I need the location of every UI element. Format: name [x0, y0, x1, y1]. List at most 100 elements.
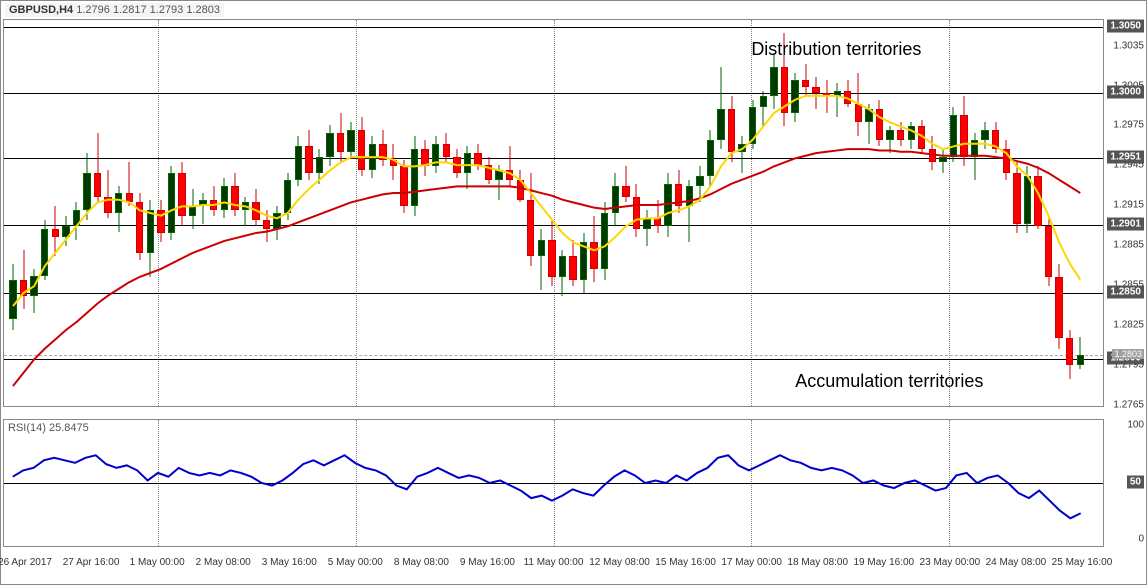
- candle[interactable]: [178, 20, 185, 406]
- candle[interactable]: [136, 20, 143, 406]
- candle[interactable]: [738, 20, 745, 406]
- candle[interactable]: [62, 20, 69, 406]
- candle[interactable]: [590, 20, 597, 406]
- candle[interactable]: [791, 20, 798, 406]
- candle[interactable]: [781, 20, 788, 406]
- candle[interactable]: [643, 20, 650, 406]
- candle[interactable]: [834, 20, 841, 406]
- candle[interactable]: [421, 20, 428, 406]
- candle[interactable]: [770, 20, 777, 406]
- candle[interactable]: [929, 20, 936, 406]
- candle[interactable]: [443, 20, 450, 406]
- candle[interactable]: [696, 20, 703, 406]
- candle[interactable]: [1003, 20, 1010, 406]
- candle[interactable]: [506, 20, 513, 406]
- candle[interactable]: [157, 20, 164, 406]
- candle[interactable]: [855, 20, 862, 406]
- price-chart-area[interactable]: Distribution territoriesAccumulation ter…: [3, 19, 1104, 407]
- candle[interactable]: [453, 20, 460, 406]
- candle[interactable]: [83, 20, 90, 406]
- candle[interactable]: [981, 20, 988, 406]
- candle[interactable]: [41, 20, 48, 406]
- candle[interactable]: [326, 20, 333, 406]
- candle[interactable]: [812, 20, 819, 406]
- candle[interactable]: [20, 20, 27, 406]
- candle[interactable]: [517, 20, 524, 406]
- candle[interactable]: [104, 20, 111, 406]
- candle[interactable]: [52, 20, 59, 406]
- candle[interactable]: [844, 20, 851, 406]
- candle[interactable]: [305, 20, 312, 406]
- candle[interactable]: [559, 20, 566, 406]
- candle[interactable]: [886, 20, 893, 406]
- candle[interactable]: [390, 20, 397, 406]
- candle[interactable]: [908, 20, 915, 406]
- candle[interactable]: [707, 20, 714, 406]
- candle[interactable]: [749, 20, 756, 406]
- candle[interactable]: [1013, 20, 1020, 406]
- candle[interactable]: [115, 20, 122, 406]
- candle[interactable]: [728, 20, 735, 406]
- candle[interactable]: [580, 20, 587, 406]
- candle[interactable]: [126, 20, 133, 406]
- candle[interactable]: [802, 20, 809, 406]
- candle[interactable]: [1024, 20, 1031, 406]
- candle[interactable]: [717, 20, 724, 406]
- candle[interactable]: [897, 20, 904, 406]
- candle[interactable]: [918, 20, 925, 406]
- candle[interactable]: [411, 20, 418, 406]
- candle[interactable]: [971, 20, 978, 406]
- candle[interactable]: [485, 20, 492, 406]
- candle[interactable]: [94, 20, 101, 406]
- candle[interactable]: [474, 20, 481, 406]
- candle[interactable]: [464, 20, 471, 406]
- candle[interactable]: [284, 20, 291, 406]
- candle[interactable]: [622, 20, 629, 406]
- candle[interactable]: [168, 20, 175, 406]
- candle[interactable]: [865, 20, 872, 406]
- candle[interactable]: [760, 20, 767, 406]
- candle[interactable]: [960, 20, 967, 406]
- rsi-chart-area[interactable]: RSI(14) 25.8475: [3, 419, 1104, 547]
- candle[interactable]: [295, 20, 302, 406]
- candle[interactable]: [189, 20, 196, 406]
- candle[interactable]: [221, 20, 228, 406]
- candle[interactable]: [252, 20, 259, 406]
- candle[interactable]: [992, 20, 999, 406]
- candle[interactable]: [876, 20, 883, 406]
- candle[interactable]: [273, 20, 280, 406]
- candle[interactable]: [823, 20, 830, 406]
- candle[interactable]: [548, 20, 555, 406]
- candle[interactable]: [1055, 20, 1062, 406]
- candle[interactable]: [30, 20, 37, 406]
- candle[interactable]: [664, 20, 671, 406]
- candle[interactable]: [1077, 20, 1084, 406]
- candle[interactable]: [1045, 20, 1052, 406]
- candle[interactable]: [199, 20, 206, 406]
- candle[interactable]: [1034, 20, 1041, 406]
- candle[interactable]: [147, 20, 154, 406]
- candle[interactable]: [432, 20, 439, 406]
- candle[interactable]: [527, 20, 534, 406]
- candle[interactable]: [675, 20, 682, 406]
- candle[interactable]: [569, 20, 576, 406]
- candle[interactable]: [347, 20, 354, 406]
- candle[interactable]: [379, 20, 386, 406]
- candle[interactable]: [263, 20, 270, 406]
- candle[interactable]: [495, 20, 502, 406]
- candle[interactable]: [686, 20, 693, 406]
- candle[interactable]: [73, 20, 80, 406]
- candle[interactable]: [337, 20, 344, 406]
- candle[interactable]: [231, 20, 238, 406]
- candle[interactable]: [538, 20, 545, 406]
- candle[interactable]: [950, 20, 957, 406]
- candle[interactable]: [633, 20, 640, 406]
- candle[interactable]: [939, 20, 946, 406]
- candle[interactable]: [316, 20, 323, 406]
- candle[interactable]: [242, 20, 249, 406]
- candle[interactable]: [654, 20, 661, 406]
- candle[interactable]: [358, 20, 365, 406]
- candle[interactable]: [9, 20, 16, 406]
- candle[interactable]: [400, 20, 407, 406]
- candle[interactable]: [210, 20, 217, 406]
